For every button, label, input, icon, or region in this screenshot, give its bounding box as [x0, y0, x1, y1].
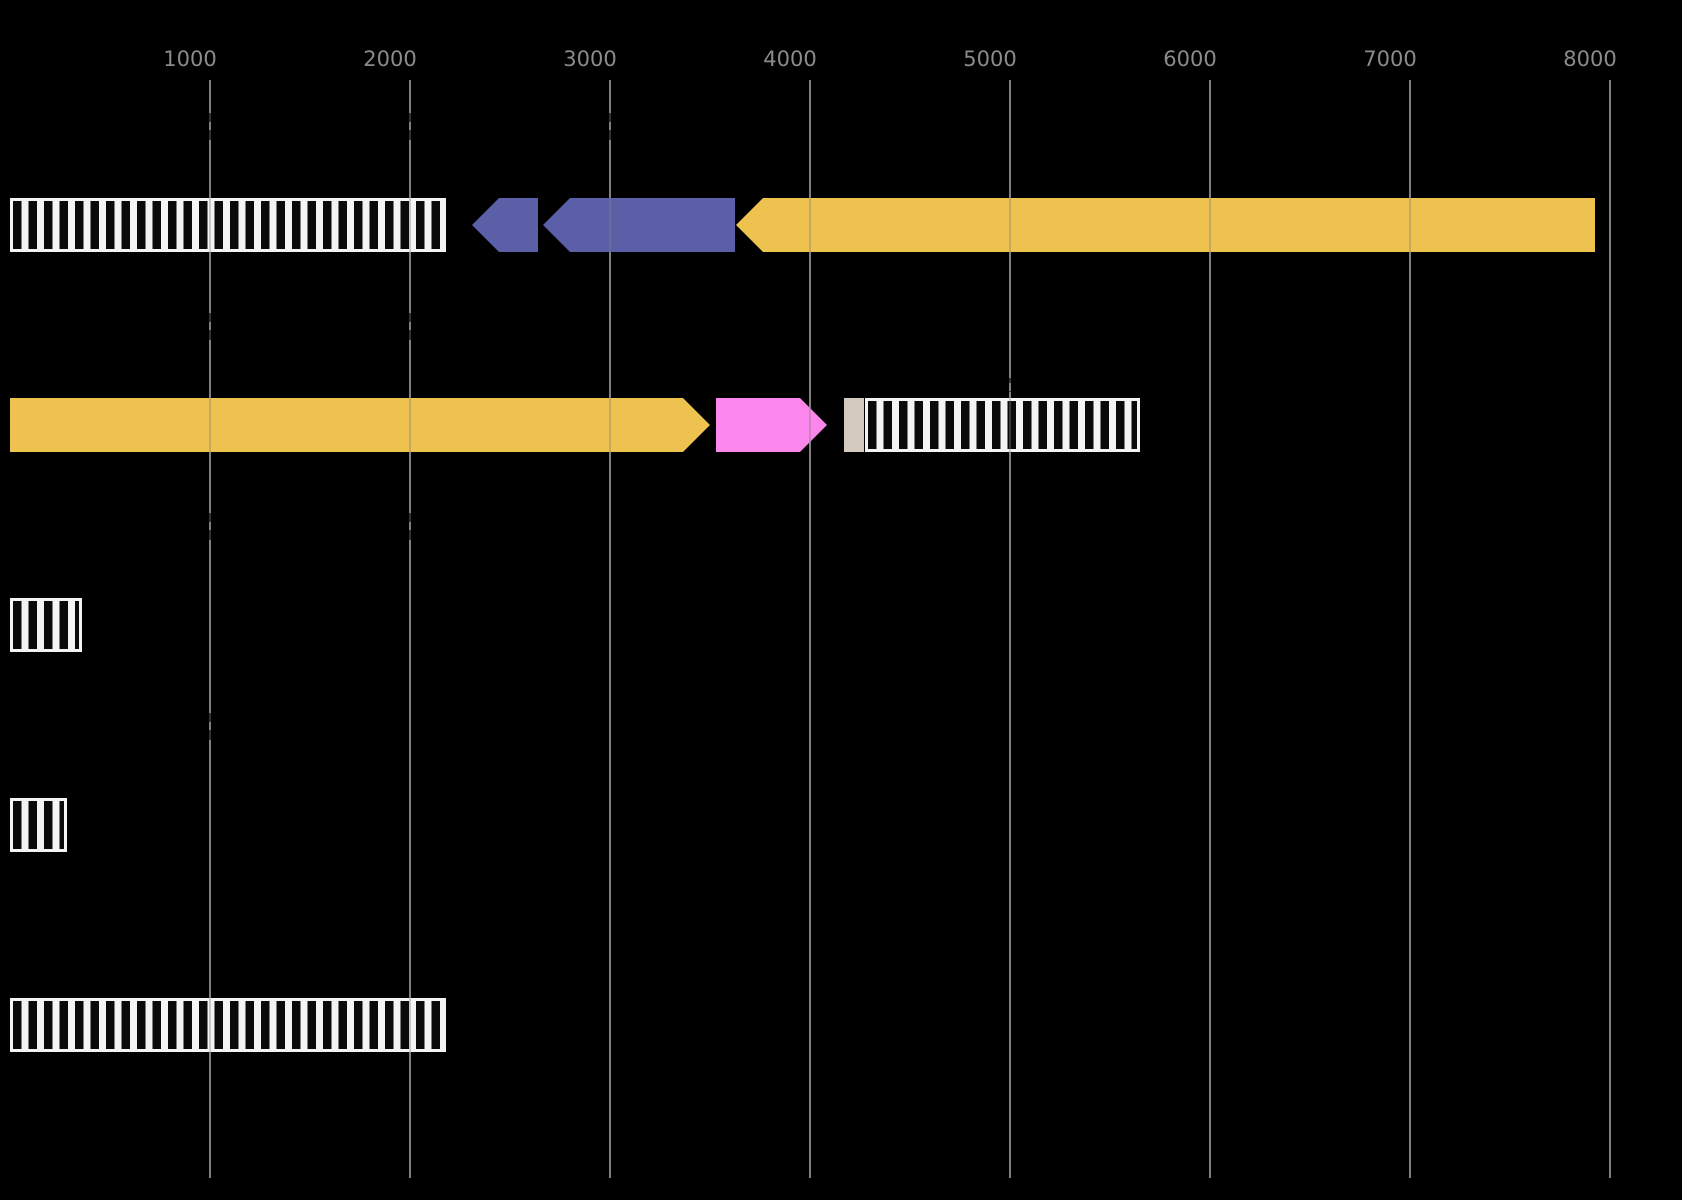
axis-tick-label: 6000: [1163, 47, 1217, 71]
gridline-break: [1009, 378, 1011, 392]
gridline-dash-remnant: [409, 522, 411, 531]
gridline-break: [209, 713, 211, 740]
axis-tick-label: 7000: [1363, 47, 1417, 71]
gridline-1000: [209, 80, 211, 1178]
gridline-dash-remnant: [209, 122, 211, 131]
gridline-4000: [809, 80, 811, 1178]
gridline-8000: [1609, 80, 1611, 1178]
gridline-break: [409, 513, 411, 540]
track-row-5: [0, 998, 1682, 1052]
axis-tick-label: 3000: [563, 47, 617, 71]
gridline-5000: [1009, 80, 1011, 1178]
gridline-dash-remnant: [209, 722, 211, 731]
gridline-feature-tint: [209, 80, 211, 1178]
gridline-break: [209, 513, 211, 540]
track-row-4: [0, 798, 1682, 852]
gridline-7000: [1409, 80, 1411, 1178]
hatched-region-box: [10, 998, 446, 1052]
gene-arrow-forward: [10, 398, 710, 452]
gene-arrow-reverse: [543, 198, 735, 252]
solid-region-box: [844, 398, 864, 452]
track-row-2: [0, 398, 1682, 452]
axis-tick-label: 5000: [963, 47, 1017, 71]
gridline-dash-remnant: [409, 322, 411, 331]
gridline-break: [209, 313, 211, 340]
gridline-feature-tint: [1009, 80, 1011, 1178]
gridline-dash-remnant: [409, 122, 411, 131]
gridline-break: [209, 113, 211, 140]
gridline-feature-tint: [609, 80, 611, 1178]
gridline-break: [409, 113, 411, 140]
gridline-feature-tint: [1609, 80, 1611, 1178]
gridline-feature-tint: [1209, 80, 1211, 1178]
hatched-region-box: [10, 198, 446, 252]
gridline-break: [409, 313, 411, 340]
axis-tick-label: 8000: [1563, 47, 1617, 71]
track-row-1: [0, 198, 1682, 252]
gridline-feature-tint: [409, 80, 411, 1178]
track-row-3: [0, 598, 1682, 652]
gridline-2000: [409, 80, 411, 1178]
gridline-feature-tint: [809, 80, 811, 1178]
gene-arrow-forward: [716, 398, 827, 452]
gridline-feature-tint: [1409, 80, 1411, 1178]
axis-tick-label: 1000: [163, 47, 217, 71]
gridline-6000: [1209, 80, 1211, 1178]
axis-tick-label: 4000: [763, 47, 817, 71]
gene-arrow-reverse: [736, 198, 1595, 252]
gridline-dash-remnant: [1009, 382, 1011, 391]
gridline-dash-remnant: [209, 322, 211, 331]
gridline-3000: [609, 80, 611, 1178]
hatched-region-box: [865, 398, 1140, 452]
gene-arrow-reverse: [472, 198, 538, 252]
gridline-dash-remnant: [209, 522, 211, 531]
hatched-region-box: [10, 598, 82, 652]
gridline-dash-remnant: [609, 122, 611, 131]
hatched-region-box: [10, 798, 67, 852]
gridline-break: [609, 113, 611, 140]
axis-tick-label: 2000: [363, 47, 417, 71]
